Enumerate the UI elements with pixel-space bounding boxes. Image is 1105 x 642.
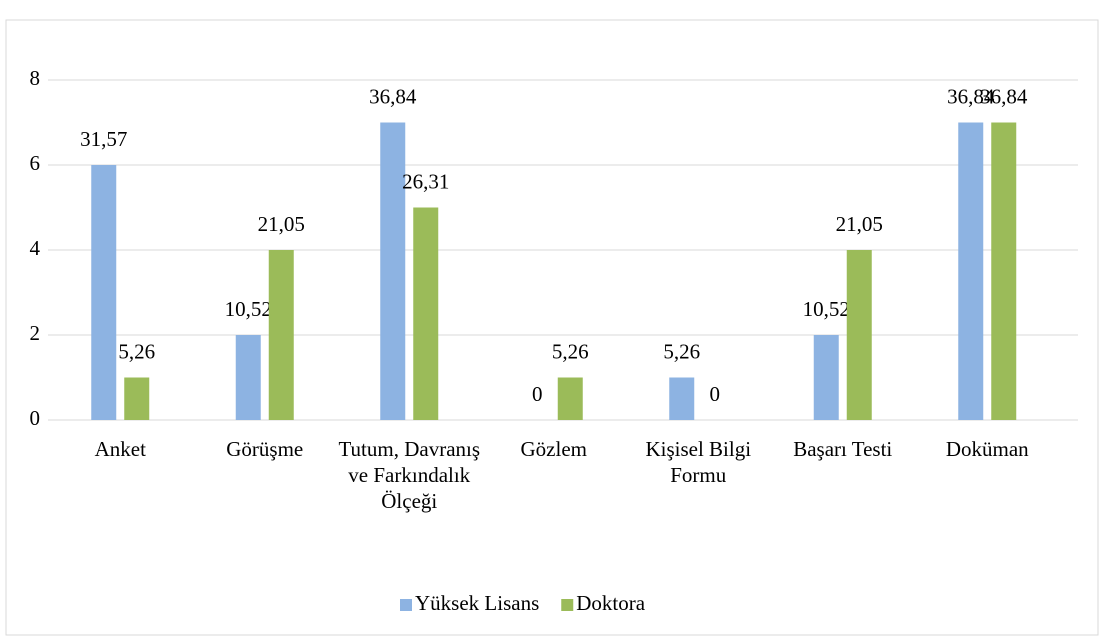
data-label: 5,26	[118, 339, 155, 363]
legend-label: Yüksek Lisans	[415, 591, 539, 615]
y-tick-label: 0	[30, 406, 41, 430]
data-label: 36,84	[980, 84, 1028, 108]
legend-label: Doktora	[576, 591, 645, 615]
x-tick-label: Görüşme	[226, 437, 304, 461]
data-label: 21,05	[836, 212, 883, 236]
x-tick-label: Doküman	[945, 437, 1029, 461]
data-label: 36,84	[369, 84, 417, 108]
bar	[413, 207, 439, 420]
bar	[557, 377, 583, 420]
y-tick-label: 8	[30, 66, 41, 90]
x-tick-label: Başarı Testi	[793, 437, 893, 461]
data-label: 26,31	[402, 169, 449, 193]
y-tick-label: 2	[30, 321, 41, 345]
data-label: 5,26	[552, 339, 589, 363]
x-tick-label: Gözlem	[520, 437, 587, 461]
legend-swatch	[400, 599, 412, 611]
data-label: 21,05	[258, 212, 305, 236]
bar	[958, 122, 984, 420]
x-tick-label: Tutum, Davranış ve Farkındalık Ölçeği	[338, 437, 481, 513]
data-label: 31,57	[80, 127, 127, 151]
bar	[235, 335, 261, 420]
bar	[268, 250, 294, 420]
y-tick-label: 4	[30, 236, 41, 260]
bar	[813, 335, 839, 420]
bar	[380, 122, 406, 420]
bar	[991, 122, 1017, 420]
bar	[669, 377, 695, 420]
data-label: 5,26	[663, 339, 700, 363]
chart-frame	[5, 19, 1099, 636]
data-label: 0	[532, 382, 543, 406]
x-tick-label: Kişisel Bilgi Formu	[645, 437, 752, 487]
data-label: 10,52	[225, 297, 272, 321]
data-label: 10,52	[803, 297, 850, 321]
bar	[846, 250, 872, 420]
x-tick-label: Anket	[94, 437, 146, 461]
data-label: 0	[710, 382, 721, 406]
data-label: 36,84	[947, 84, 995, 108]
legend-swatch	[561, 599, 574, 611]
bar	[124, 377, 150, 420]
y-tick-label: 6	[30, 151, 41, 175]
bar	[91, 165, 117, 420]
